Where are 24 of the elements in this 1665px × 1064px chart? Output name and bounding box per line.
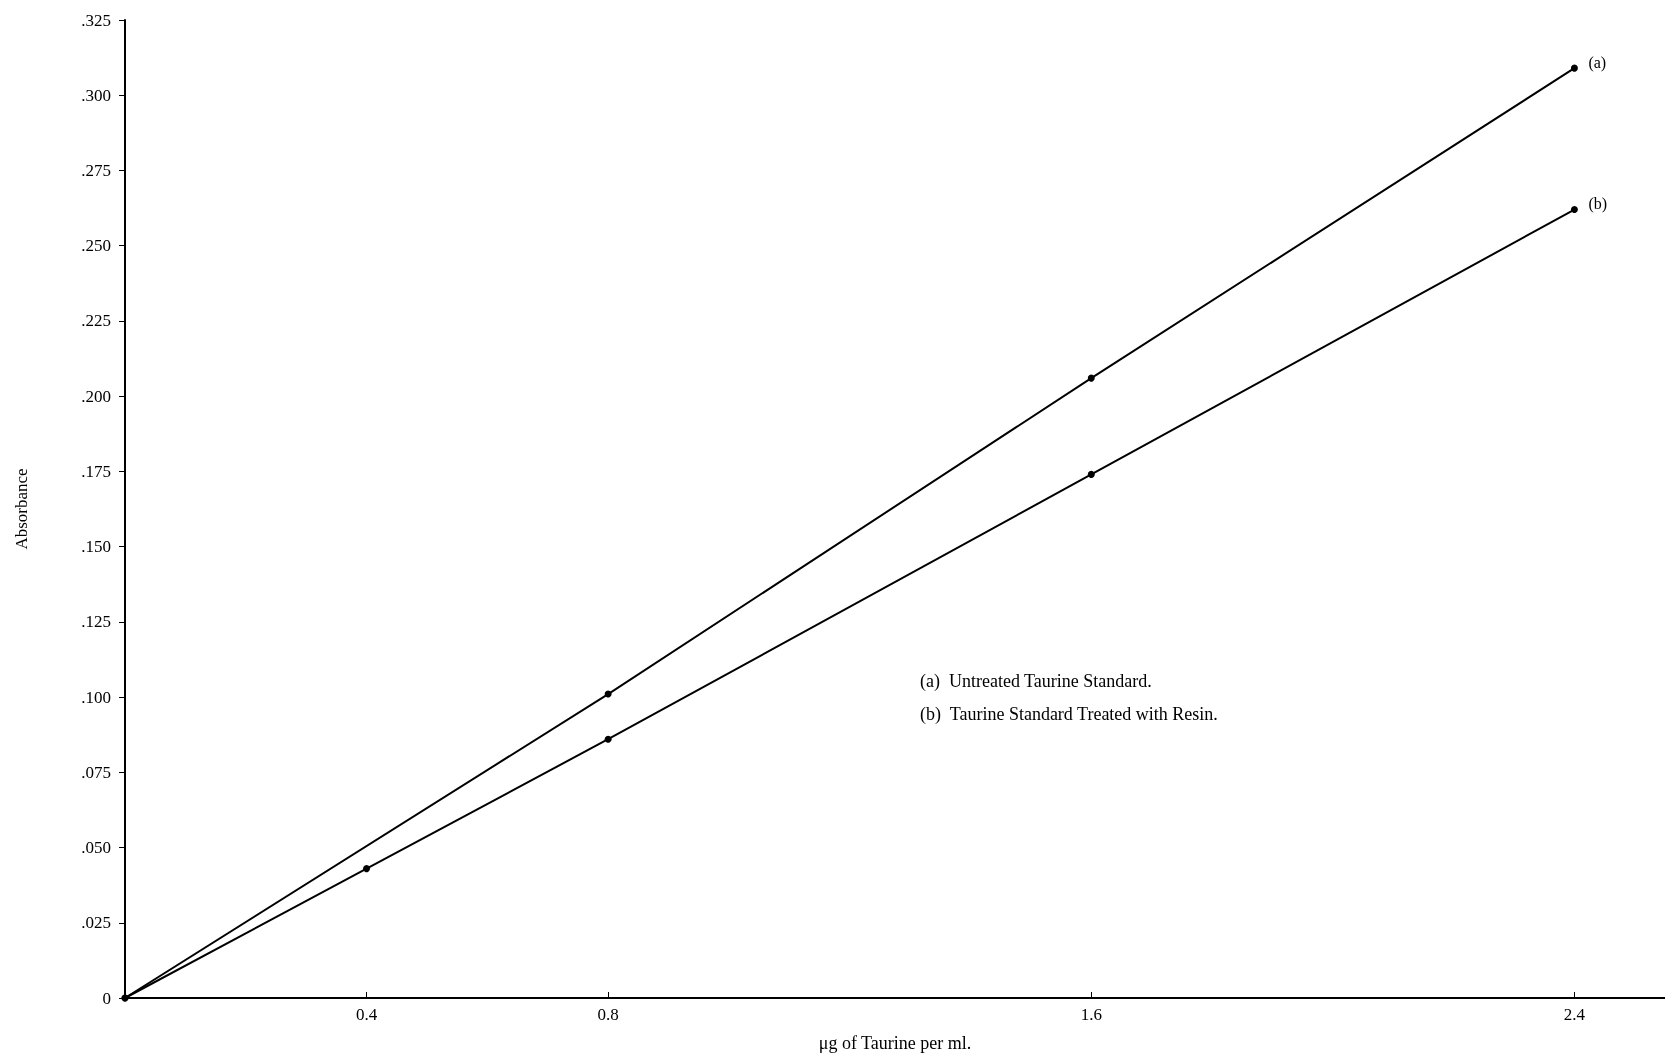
y-tick-label: .025 xyxy=(81,913,111,933)
y-tick-label: .300 xyxy=(81,85,111,105)
series-label: (b) xyxy=(1588,195,1608,214)
y-tick-label: .325 xyxy=(81,10,111,30)
y-tick-label: .100 xyxy=(81,687,111,707)
x-tick-label: 0.8 xyxy=(597,1005,619,1024)
x-axis-title: μg of Taurine per ml. xyxy=(818,1033,972,1053)
y-tick-label: .250 xyxy=(81,236,111,256)
y-tick-label: .175 xyxy=(81,461,111,481)
y-tick-label: .050 xyxy=(81,838,111,858)
y-tick-label: .125 xyxy=(81,612,111,632)
y-tick-label: .075 xyxy=(81,762,111,782)
series-label: (a) xyxy=(1588,53,1607,72)
annotation: (b) Taurine Standard Treated with Resin. xyxy=(920,704,1218,725)
y-tick-label: .225 xyxy=(81,311,111,331)
y-tick-label: .150 xyxy=(81,537,111,557)
y-axis-title: Absorbance xyxy=(12,468,31,550)
y-tick-label: 0 xyxy=(102,988,111,1008)
x-tick-label: 2.4 xyxy=(1563,1005,1586,1024)
y-tick-label: .275 xyxy=(81,160,111,180)
x-tick-label: 0.4 xyxy=(355,1005,378,1024)
annotation: (a) Untreated Taurine Standard. xyxy=(920,671,1152,692)
y-tick-label: .200 xyxy=(81,386,111,406)
x-tick-label: 1.6 xyxy=(1080,1005,1102,1024)
